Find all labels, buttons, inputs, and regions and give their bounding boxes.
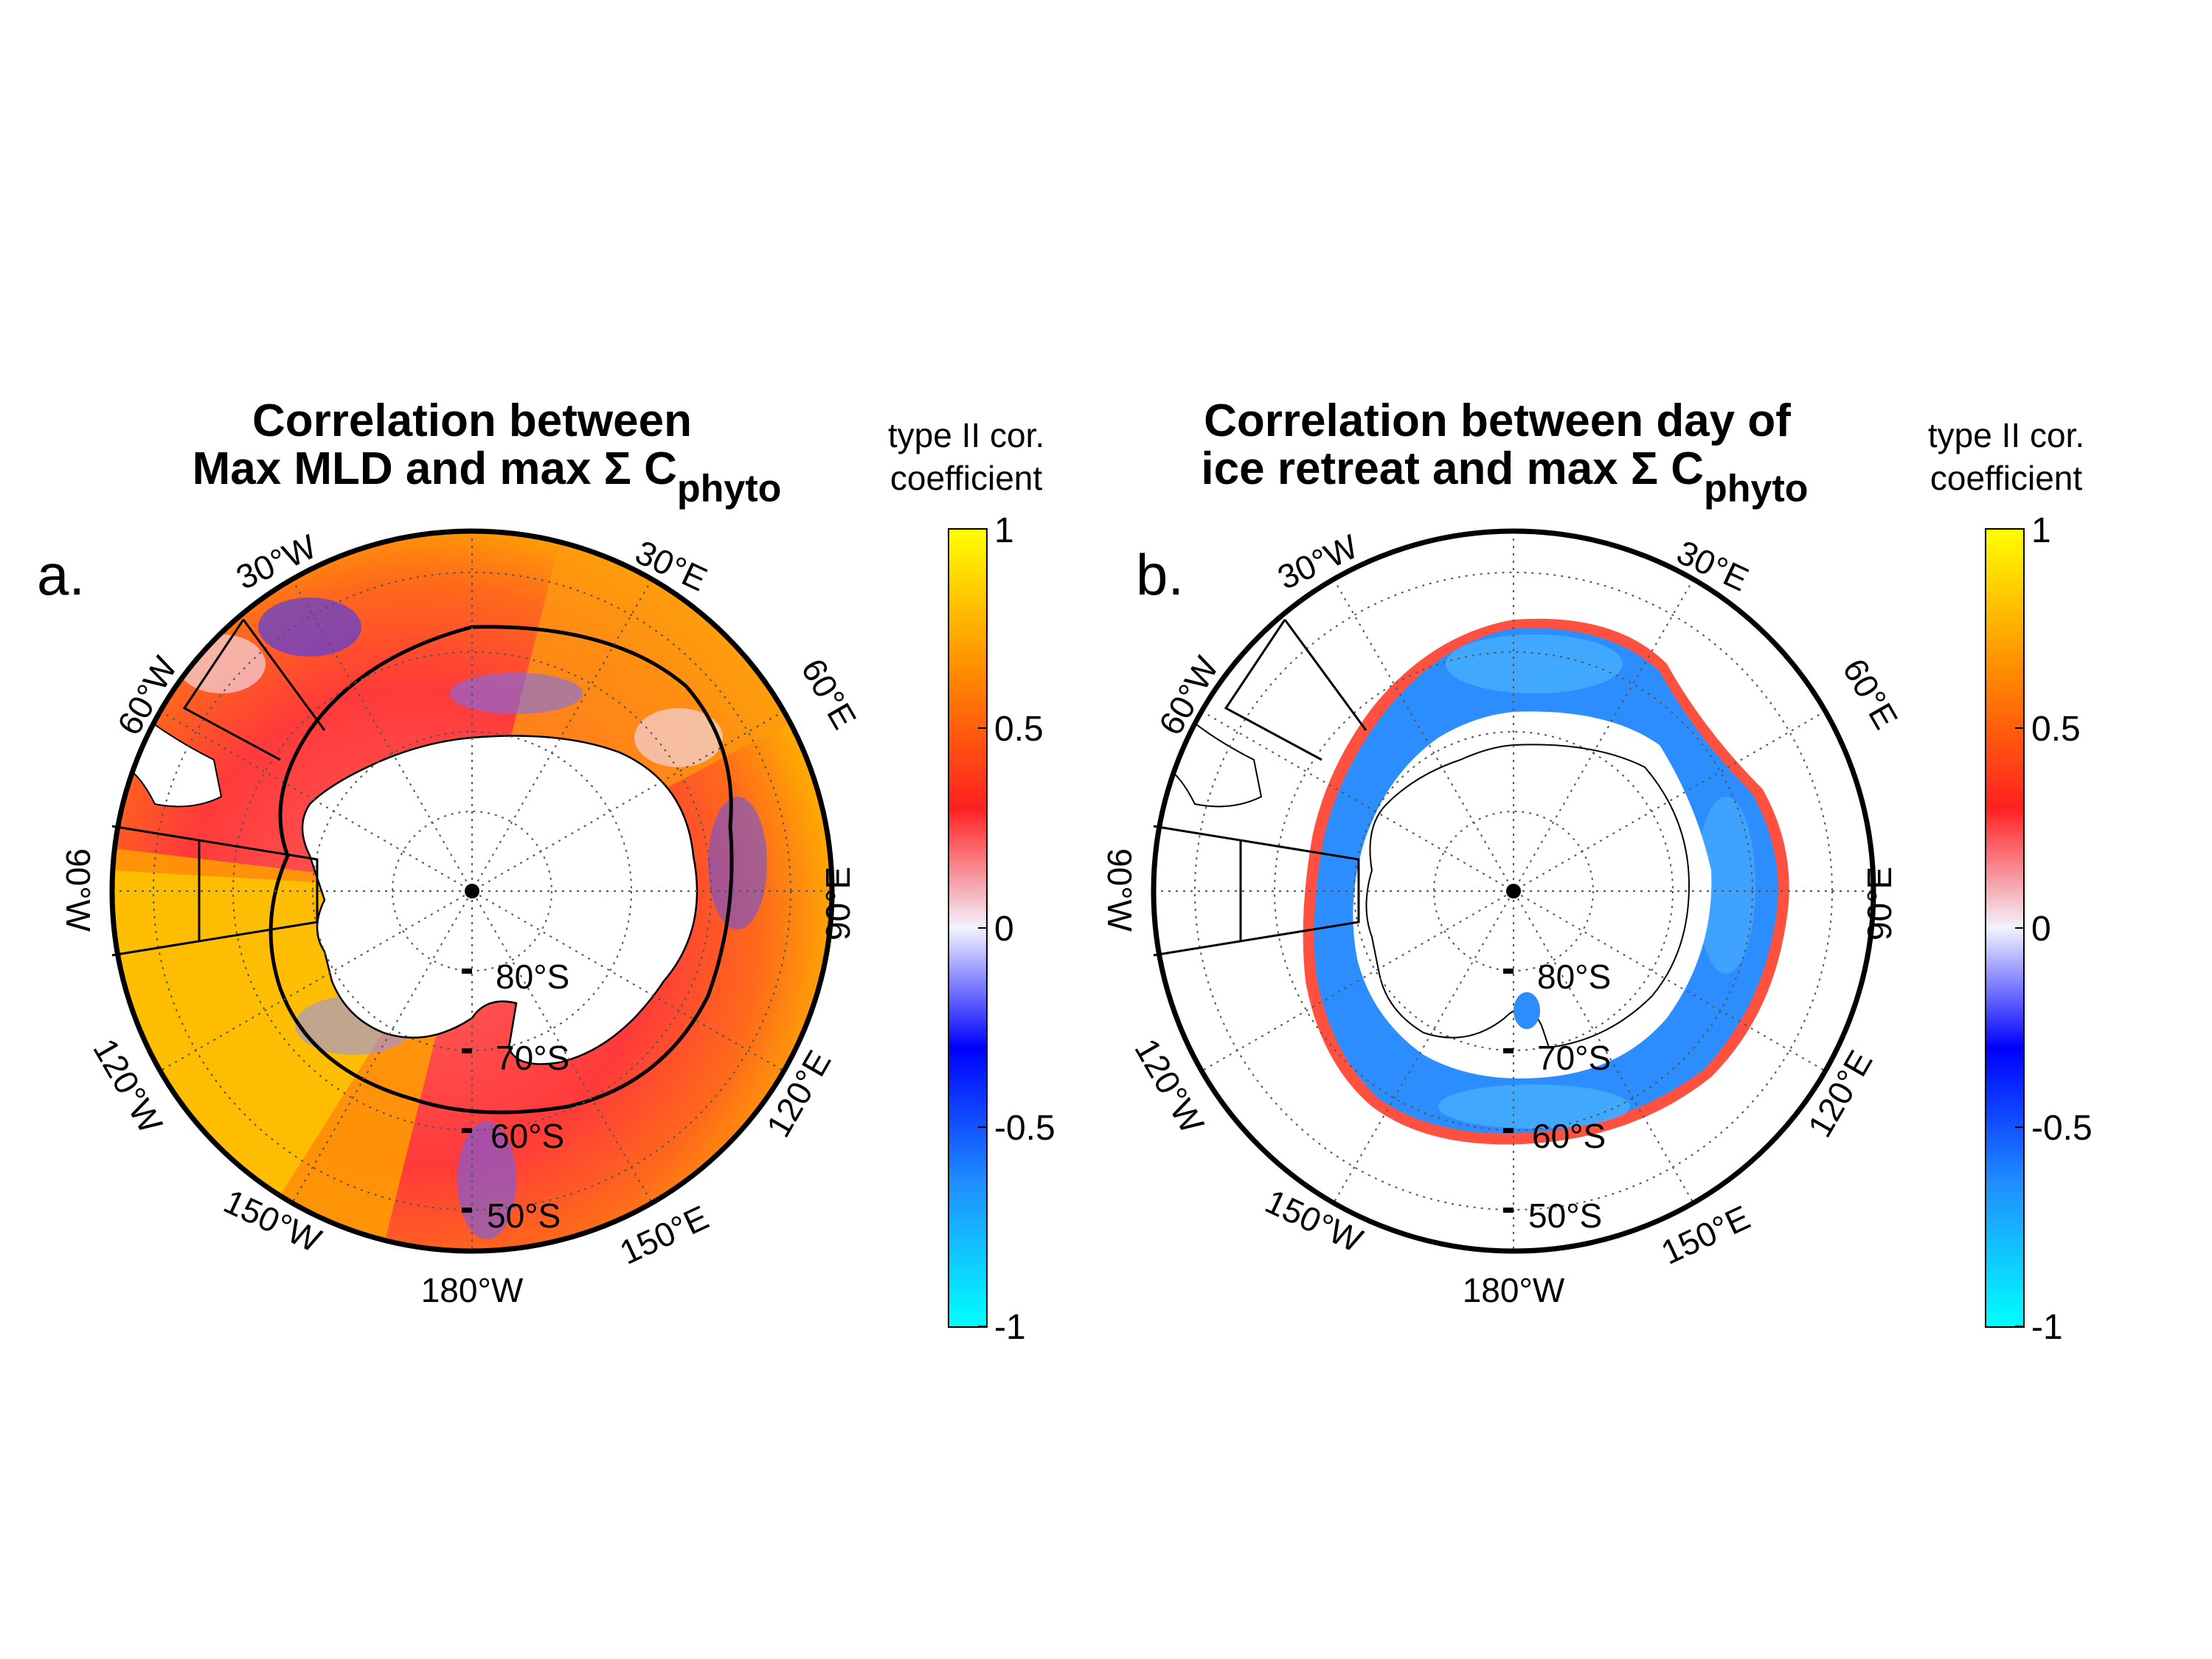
panel-a-letter: a. <box>37 542 86 607</box>
panel-b-lon-label-90e: 90°E <box>1860 867 1899 941</box>
panel-a-map <box>109 528 835 1254</box>
panel-b-title-main: ice retreat and max Σ C <box>1201 443 1705 494</box>
panel-b-colorbar-tick: 0 <box>2031 910 2051 949</box>
panel-a-colorbar: 1 0.5 0 -0.5 -1 <box>948 511 1055 1347</box>
panel-a-lat-label-80s: 80°S <box>496 957 569 996</box>
panel-a-study-box <box>111 619 326 957</box>
panel-a-lat-label-70s: 70°S <box>496 1039 569 1077</box>
panel-a-negative-patch <box>450 673 583 714</box>
panel-b-negative-patch <box>1446 634 1623 693</box>
panel-a-colorbar-title-line1: type II cor. <box>887 416 1045 454</box>
panel-a-lon-label-90e: 90°E <box>819 867 857 941</box>
panel-b-negative-patch <box>1438 1084 1630 1129</box>
panel-a-lon-label-90w: 90°W <box>59 848 97 932</box>
panel-b-negative-patch <box>1696 797 1755 974</box>
panel-b-lat-label-60s: 60°S <box>1532 1117 1606 1155</box>
panel-b-lat-ticks <box>1503 969 1514 1213</box>
panel-b-colorbar-tick: 1 <box>2031 511 2051 550</box>
panel-a-lat-label-50s: 50°S <box>487 1196 561 1235</box>
panel-b-letter: b. <box>1136 542 1185 607</box>
panel-a-lat-label-60s: 60°S <box>490 1117 564 1155</box>
panel-b-south-pole <box>1506 884 1521 898</box>
panel-b-colorbar: 1 0.5 0 -0.5 -1 <box>1985 511 2093 1347</box>
panel-a-colorbar-tick: 0 <box>994 910 1014 949</box>
panel-b-title-line1: Correlation between day of <box>1204 395 1791 446</box>
panel-a-lat-ticks <box>462 969 472 1213</box>
panel-b-colorbar-title-line1: type II cor. <box>1927 416 2085 454</box>
panel-a-title-line1: Correlation between <box>252 395 692 446</box>
panel-b-lon-label-180w: 180°W <box>1463 1271 1565 1309</box>
panel-b-lon-label-90w: 90°W <box>1100 848 1139 932</box>
panel-a-graticule <box>112 531 832 1251</box>
panel-a-negative-patch <box>708 797 767 929</box>
panel-a-map-frame <box>109 528 835 1254</box>
panel-a-colorbar-tick: -1 <box>994 1308 1026 1347</box>
panel-b-map <box>1151 528 1876 1254</box>
panel-a-neutral-patch <box>634 708 723 767</box>
panel-a-lon-label-180w: 180°W <box>421 1271 524 1309</box>
panel-a-sea-ice-contour <box>268 625 734 1115</box>
panel-a-title-line2: Max MLD and max Σ Cphyto <box>148 446 826 508</box>
panel-b-colorbar-tick: 0.5 <box>2031 710 2081 749</box>
panel-a-colorbar-tick: 1 <box>994 511 1014 550</box>
panel-a-colorbar-tick: -0.5 <box>994 1109 1055 1148</box>
panel-a-title-main: Max MLD and max Σ C <box>192 443 677 494</box>
panel-b-title-line2: ice retreat and max Σ Cphyto <box>1151 446 1859 508</box>
panel-b-colorbar-title-line2: coefficient <box>1930 458 2083 497</box>
panel-b-map-frame <box>1151 528 1876 1254</box>
panel-b-colorbar-tick: -1 <box>2031 1308 2063 1347</box>
panel-a-colorbar-title-line2: coefficient <box>890 458 1043 497</box>
panel-b-negative-patch <box>1514 992 1540 1029</box>
panel-a-south-pole <box>465 884 479 898</box>
panel-b-colorbar-title: type II cor. coefficient <box>1910 415 2102 499</box>
panel-b-lon-label-60e: 60°E <box>1835 652 1905 735</box>
panel-b-study-box <box>1153 619 1367 957</box>
panel-b-lat-label-80s: 80°S <box>1537 957 1611 996</box>
panel-b-graticule <box>1154 531 1873 1251</box>
panel-a-title-subscript: phyto <box>676 467 782 510</box>
panel-a-colorbar-title: type II cor. coefficient <box>870 415 1062 499</box>
panel-b-antarctica <box>1365 744 1691 1049</box>
panel-b-title-subscript: phyto <box>1704 467 1809 510</box>
panel-b-lat-label-50s: 50°S <box>1528 1196 1602 1235</box>
panel-a-colorbar-tick: 0.5 <box>994 710 1044 749</box>
panel-a-lon-label-60e: 60°E <box>794 652 864 735</box>
panel-b-lat-label-70s: 70°S <box>1537 1039 1611 1077</box>
panel-b-colorbar-tick: -0.5 <box>2031 1109 2093 1148</box>
panel-a-negative-patch <box>258 598 361 657</box>
